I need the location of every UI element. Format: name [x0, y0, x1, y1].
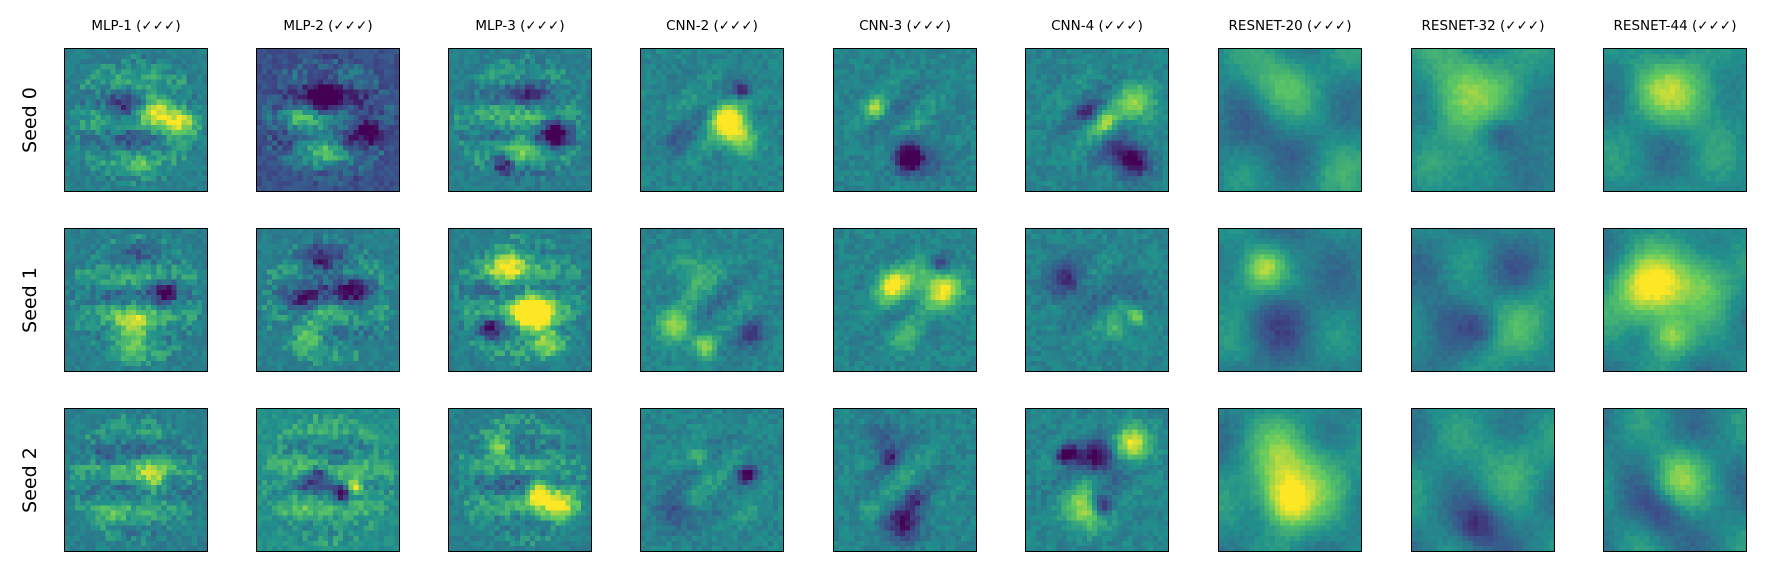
heatmap-panel-seed-0-mlp-3	[448, 48, 592, 192]
column-title-cnn-2: CNN-2 (✓✓✓)	[666, 18, 758, 34]
heatmap-panel-seed-2-cnn-2	[640, 408, 784, 552]
heatmap-panel-seed-2-mlp-3	[448, 408, 592, 552]
column-title-resnet-44: RESNET-44 (✓✓✓)	[1613, 18, 1737, 34]
column-title-cnn-4: CNN-4 (✓✓✓)	[1051, 18, 1143, 34]
heatmap-panel-seed-2-resnet-44	[1603, 408, 1747, 552]
heatmap-panel-seed-0-mlp-2	[256, 48, 400, 192]
heatmap-panel-seed-0-cnn-3	[833, 48, 977, 192]
heatmap-panel-seed-2-resnet-32	[1411, 408, 1555, 552]
heatmap-panel-seed-0-resnet-20	[1218, 48, 1362, 192]
heatmap-panel-seed-1-resnet-20	[1218, 228, 1362, 372]
heatmap-panel-seed-1-mlp-3	[448, 228, 592, 372]
heatmap-panel-seed-0-resnet-32	[1411, 48, 1555, 192]
row-label-seed-2: Seed 2	[19, 447, 41, 513]
heatmap-panel-seed-1-mlp-1	[64, 228, 208, 372]
heatmap-panel-seed-1-cnn-4	[1025, 228, 1169, 372]
column-title-resnet-20: RESNET-20 (✓✓✓)	[1228, 18, 1352, 34]
heatmap-panel-seed-2-cnn-4	[1025, 408, 1169, 552]
column-title-cnn-3: CNN-3 (✓✓✓)	[859, 18, 951, 34]
column-title-resnet-32: RESNET-32 (✓✓✓)	[1421, 18, 1545, 34]
heatmap-panel-seed-0-mlp-1	[64, 48, 208, 192]
heatmap-panel-seed-0-resnet-44	[1603, 48, 1747, 192]
row-label-seed-1: Seed 1	[19, 267, 41, 333]
column-title-mlp-3: MLP-3 (✓✓✓)	[475, 18, 565, 34]
column-title-mlp-2: MLP-2 (✓✓✓)	[283, 18, 373, 34]
heatmap-panel-seed-1-resnet-32	[1411, 228, 1555, 372]
row-label-seed-0: Seed 0	[19, 87, 41, 153]
heatmap-panel-seed-2-mlp-2	[256, 408, 400, 552]
column-title-mlp-1: MLP-1 (✓✓✓)	[91, 18, 181, 34]
heatmap-panel-seed-0-cnn-2	[640, 48, 784, 192]
heatmap-panel-seed-2-cnn-3	[833, 408, 977, 552]
heatmap-panel-seed-0-cnn-4	[1025, 48, 1169, 192]
heatmap-panel-seed-1-mlp-2	[256, 228, 400, 372]
heatmap-panel-seed-1-cnn-3	[833, 228, 977, 372]
heatmap-panel-seed-2-mlp-1	[64, 408, 208, 552]
heatmap-panel-seed-2-resnet-20	[1218, 408, 1362, 552]
heatmap-panel-seed-1-resnet-44	[1603, 228, 1747, 372]
heatmap-panel-seed-1-cnn-2	[640, 228, 784, 372]
